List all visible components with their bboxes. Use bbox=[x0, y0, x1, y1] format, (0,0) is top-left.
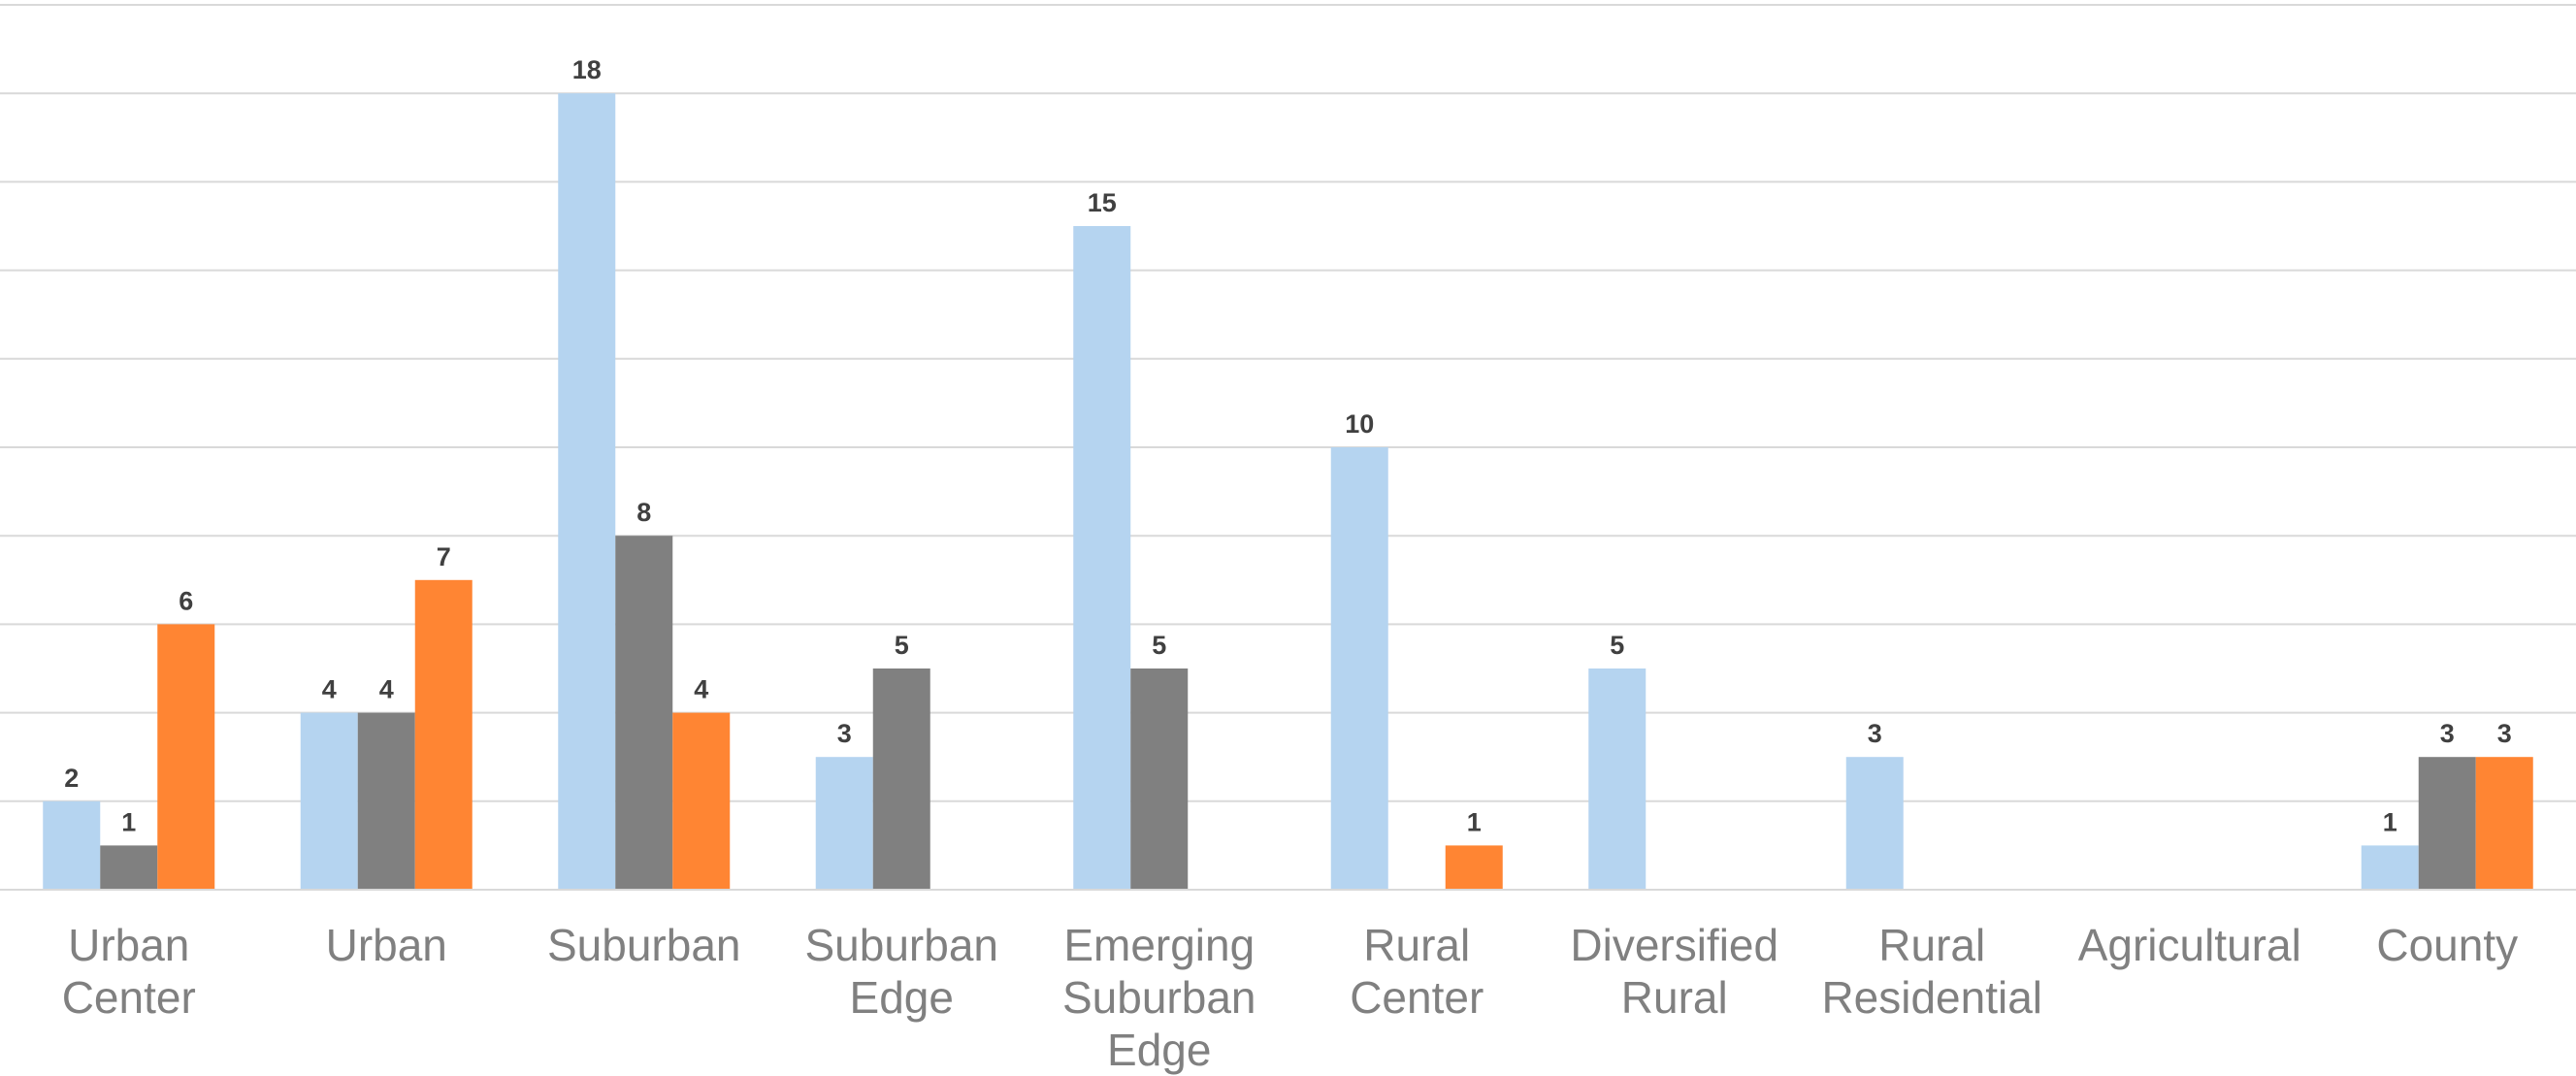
x-tick-label-line: Edge bbox=[850, 972, 954, 1023]
data-label: 5 bbox=[1610, 631, 1624, 660]
data-label: 2 bbox=[64, 764, 79, 793]
data-label: 10 bbox=[1345, 409, 1374, 439]
bar-county-series-1 bbox=[2361, 845, 2419, 890]
data-label: 1 bbox=[2383, 807, 2397, 836]
data-label: 15 bbox=[1088, 188, 1117, 217]
bar-urban-center-series-3 bbox=[157, 624, 215, 890]
bar-rural-center-series-1 bbox=[1330, 447, 1388, 890]
bar-rural-center-series-3 bbox=[1445, 845, 1503, 890]
x-tick-label-line: County bbox=[2376, 920, 2518, 970]
data-label: 4 bbox=[694, 675, 708, 704]
bar-emerging-suburban-edge-series-1 bbox=[1073, 226, 1131, 890]
data-label: 4 bbox=[322, 675, 337, 704]
data-label: 3 bbox=[837, 719, 852, 748]
bar-suburban-series-2 bbox=[615, 536, 673, 890]
bar-suburban-edge-series-1 bbox=[815, 757, 873, 890]
x-tick-label: Suburban Edge bbox=[805, 920, 999, 1023]
x-tick-label-line: Rural bbox=[1878, 920, 1985, 970]
bar-emerging-suburban-edge-series-2 bbox=[1130, 668, 1189, 890]
data-label: 8 bbox=[636, 498, 651, 527]
x-tick-label: Emerging Suburban Edge bbox=[1062, 920, 1256, 1075]
x-tick-label: Urban Center bbox=[62, 920, 196, 1023]
data-label: 3 bbox=[1868, 719, 1882, 748]
x-tick-label: County bbox=[2376, 920, 2518, 970]
bar-urban-series-2 bbox=[357, 712, 415, 890]
data-label: 1 bbox=[1467, 807, 1482, 836]
bar-suburban-series-3 bbox=[672, 712, 731, 890]
x-tick-label: Urban bbox=[326, 920, 447, 970]
x-tick-label-line: Emerging bbox=[1063, 920, 1255, 970]
data-label: 5 bbox=[1152, 631, 1166, 660]
x-tick-label-line: Center bbox=[62, 972, 196, 1023]
x-tick-label-line: Urban bbox=[68, 920, 189, 970]
bar-urban-center-series-2 bbox=[100, 845, 158, 890]
x-tick-label-line: Center bbox=[1350, 972, 1484, 1023]
data-label: 6 bbox=[179, 586, 193, 615]
x-tick-label: Diversified Rural bbox=[1570, 920, 1778, 1023]
x-tick-label-line: Agricultural bbox=[2078, 920, 2301, 970]
x-tick-label-line: Suburban bbox=[1062, 972, 1256, 1023]
x-tick-label-line: Edge bbox=[1107, 1025, 1211, 1075]
bar-urban-series-1 bbox=[300, 712, 358, 890]
data-label: 3 bbox=[2497, 719, 2512, 748]
data-label: 7 bbox=[437, 542, 451, 571]
x-tick-label-line: Urban bbox=[326, 920, 447, 970]
data-label: 18 bbox=[572, 55, 602, 84]
x-tick-label-line: Suburban bbox=[805, 920, 999, 970]
bar-urban-series-3 bbox=[414, 579, 473, 890]
bar-county-series-2 bbox=[2418, 757, 2476, 890]
bar-urban-center-series-1 bbox=[43, 800, 101, 890]
bar-suburban-edge-series-2 bbox=[872, 668, 930, 890]
data-label: 5 bbox=[895, 631, 909, 660]
x-tick-label: Agricultural bbox=[2078, 920, 2301, 970]
x-tick-label: Rural Residential bbox=[1821, 920, 2042, 1023]
x-tick-label-line: Rural bbox=[1621, 972, 1728, 1023]
data-label: 4 bbox=[379, 675, 394, 704]
x-tick-label: Rural Center bbox=[1350, 920, 1484, 1023]
data-label: 1 bbox=[121, 807, 136, 836]
x-tick-label-line: Rural bbox=[1363, 920, 1470, 970]
bar-rural-residential-series-1 bbox=[1845, 757, 1904, 890]
bars bbox=[43, 93, 2533, 890]
bar-county-series-3 bbox=[2475, 757, 2533, 890]
data-label: 3 bbox=[2440, 719, 2455, 748]
x-tick-label: Suburban bbox=[547, 920, 741, 970]
x-tick-label-line: Residential bbox=[1821, 972, 2042, 1023]
bar-diversified-rural-series-1 bbox=[1588, 668, 1647, 890]
bar-suburban-series-1 bbox=[558, 93, 616, 890]
x-tick-label-line: Diversified bbox=[1570, 920, 1778, 970]
x-tick-label-line: Suburban bbox=[547, 920, 741, 970]
